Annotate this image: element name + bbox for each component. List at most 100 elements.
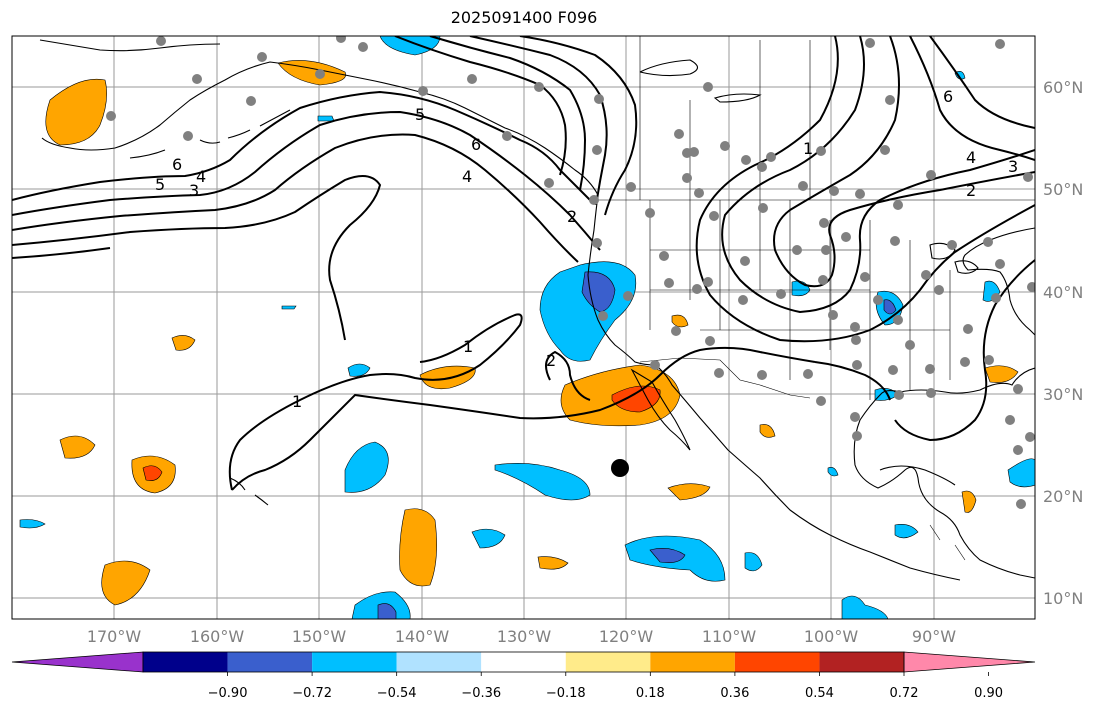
contour-label: 5 xyxy=(415,105,425,124)
negative-anomaly xyxy=(494,463,591,501)
lat-tick-label: 20°N xyxy=(1043,487,1083,506)
contour-label: 2 xyxy=(567,207,577,226)
contour-line-7 xyxy=(12,247,111,259)
positive-anomaly xyxy=(59,435,96,459)
colorbar-segment xyxy=(312,652,397,672)
lon-tick-label: 160°W xyxy=(190,627,245,646)
alaska-coastline xyxy=(41,61,321,151)
lat-tick-label: 40°N xyxy=(1043,283,1083,302)
aleutian-chain xyxy=(129,109,291,159)
contour-line-3 xyxy=(12,90,591,201)
us-west-coastline xyxy=(587,194,656,366)
contour-label: 5 xyxy=(155,175,165,194)
positive-anomaly xyxy=(961,490,977,513)
colorbar-tick-label: 0.18 xyxy=(636,686,665,701)
positive-anomaly xyxy=(537,556,569,570)
anomaly-shading xyxy=(19,36,1035,619)
latitude-axis: 60°N 50°N 40°N 30°N 20°N 10°N xyxy=(1043,78,1083,608)
positive-anomaly xyxy=(667,483,711,501)
contour-label: 1 xyxy=(292,392,302,411)
bc-alaska-coastline xyxy=(319,69,599,196)
negative-anomaly xyxy=(19,519,46,529)
contour-label: 2 xyxy=(546,351,556,370)
lat-tick-label: 60°N xyxy=(1043,78,1083,97)
positive-anomaly xyxy=(984,365,1019,383)
alaska-north-coastline xyxy=(39,39,221,52)
hudson-coastline xyxy=(639,59,699,77)
contour-line-east-2 xyxy=(814,361,891,401)
lat-tick-label: 30°N xyxy=(1043,385,1083,404)
colorbar-tick-label: −0.18 xyxy=(546,686,586,701)
lon-tick-label: 170°W xyxy=(87,627,142,646)
contour-labels: 1 1 1 2 2 2 3 3 4 4 4 5 5 6 6 6 xyxy=(155,87,1018,411)
lon-tick-label: 120°W xyxy=(599,627,654,646)
contour-label: 4 xyxy=(462,167,472,186)
lon-tick-label: 90°W xyxy=(912,627,956,646)
contour-label: 1 xyxy=(803,139,813,158)
positive-anomaly xyxy=(45,78,107,146)
colorbar-segment xyxy=(396,652,482,672)
contour-label: 2 xyxy=(966,181,976,200)
negative-anomaly xyxy=(347,363,371,377)
contour-line-trough-2 xyxy=(773,36,1035,288)
colorbar-segment xyxy=(227,652,313,672)
negative-anomaly xyxy=(744,552,763,572)
lon-tick-label: 100°W xyxy=(804,627,859,646)
positive-anomaly xyxy=(277,60,346,86)
gulf-coastline xyxy=(853,367,1035,579)
contour-line-2 xyxy=(545,350,591,401)
lon-tick-label: 140°W xyxy=(395,627,450,646)
colorbar-tick-label: −0.36 xyxy=(461,686,501,701)
contour-line-5 xyxy=(12,133,579,263)
lon-tick-label: 130°W xyxy=(497,627,552,646)
colorbar-tick-label: 0.90 xyxy=(974,686,1003,701)
contour-line-4 xyxy=(12,110,601,251)
colorbar-tick-label: 0.36 xyxy=(720,686,749,701)
contour-label: 3 xyxy=(189,181,199,200)
negative-anomaly xyxy=(281,305,297,310)
colorbar-extend-min xyxy=(11,651,144,673)
negative-anomaly xyxy=(1007,458,1035,488)
lon-tick-label: 110°W xyxy=(702,627,757,646)
contour-label: 6 xyxy=(172,155,182,174)
strong-negative-anomaly xyxy=(883,299,897,315)
longitude-axis: 170°W 160°W 150°W 140°W 130°W 120°W 110°… xyxy=(87,627,956,646)
strong-positive-anomaly xyxy=(142,465,163,481)
negative-anomaly xyxy=(344,441,389,493)
negative-anomaly xyxy=(317,115,335,122)
lon-tick-label: 150°W xyxy=(292,627,347,646)
positive-anomaly xyxy=(101,560,151,606)
colorbar-extend-max xyxy=(903,651,1036,673)
contour-label: 4 xyxy=(196,167,206,186)
colorbar-segment xyxy=(565,652,651,672)
contour-line-1b xyxy=(231,346,816,491)
contour-label: 1 xyxy=(463,337,473,356)
positive-anomaly xyxy=(419,365,476,389)
positive-anomaly xyxy=(171,335,196,351)
baja-coastline xyxy=(630,368,691,451)
colorbar-frame xyxy=(142,651,905,673)
strong-negative-anomaly xyxy=(581,271,616,313)
us-state-lines xyxy=(649,200,951,400)
strong-positive-anomaly xyxy=(611,385,661,413)
strong-negative-anomaly xyxy=(649,548,686,563)
contour-line-high-2 xyxy=(429,36,587,191)
colorbar: −0.90 −0.72 −0.54 −0.36 −0.18 0.18 0.36 0.54 0.7… xyxy=(11,651,1036,701)
contour-line-trough-4 xyxy=(909,36,1035,161)
gridlines xyxy=(12,36,1035,619)
colorbar-tick-label: 0.54 xyxy=(805,686,834,701)
central-america-lines xyxy=(929,524,966,561)
positive-anomaly xyxy=(399,508,437,587)
colorbar-segment xyxy=(481,652,566,672)
station-markers xyxy=(106,36,1035,509)
strong-negative-anomaly xyxy=(377,603,397,619)
contour-line-high-4 xyxy=(519,36,638,216)
contour-line-high-3 xyxy=(469,36,608,206)
contour-line-1 xyxy=(228,313,523,491)
contour-line-trough-3 xyxy=(695,36,1035,343)
colorbar-tick-label: −0.90 xyxy=(208,686,248,701)
negative-anomaly xyxy=(827,467,839,477)
contour-line-6 xyxy=(12,175,382,341)
mexico-pacific-coastline xyxy=(654,364,961,581)
